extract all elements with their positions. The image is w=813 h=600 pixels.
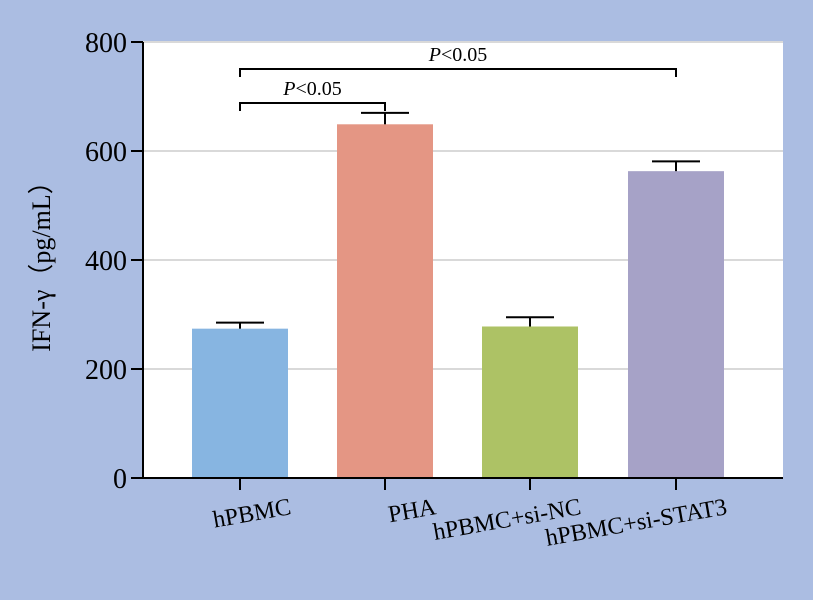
y-tick-label: 0 — [113, 464, 127, 495]
significance-label: P<0.05 — [282, 78, 342, 100]
y-tick-label: 600 — [85, 137, 127, 168]
x-tick-label: hPBMC — [211, 494, 293, 533]
bar — [482, 326, 578, 478]
significance-bracket — [239, 68, 677, 77]
y-tick-labels: 0 200 400 600 800 — [85, 28, 127, 495]
bars — [192, 124, 724, 479]
y-tick-label: 800 — [85, 28, 127, 59]
axes — [131, 41, 783, 490]
y-tick-label: 400 — [85, 246, 127, 277]
significance-bracket — [239, 102, 386, 111]
bar — [192, 328, 288, 478]
error-bars — [216, 111, 700, 329]
significance-brackets: P<0.05 P<0.05 — [239, 44, 677, 111]
bar — [628, 171, 724, 479]
y-tick-label: 200 — [85, 355, 127, 386]
significance-label: P<0.05 — [428, 44, 488, 66]
y-axis-label: IFN-γ（pg/mL） — [27, 168, 56, 351]
bar — [337, 124, 433, 479]
